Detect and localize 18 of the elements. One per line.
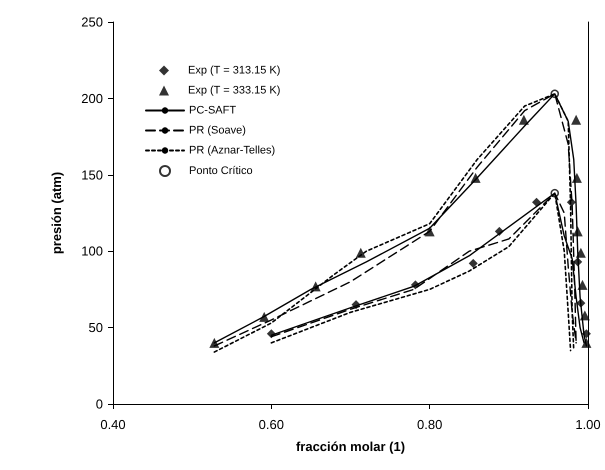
x-tick-label: 0.40: [100, 417, 126, 432]
x-tick-label: 0.60: [258, 417, 284, 432]
y-tick-label: 200: [81, 90, 103, 106]
legend-label: PR (Aznar-Telles): [189, 144, 276, 156]
legend-label: Ponto Crítico: [189, 165, 253, 177]
legend-label: Exp (T = 313.15 K): [188, 64, 280, 76]
x-tick-label: 1.00: [575, 417, 601, 432]
legend-label: PC-SAFT: [189, 104, 236, 116]
y-axis-title: presión (atm): [49, 172, 64, 254]
y-tick-label: 100: [81, 244, 103, 259]
x-axis-title: fracción molar (1): [296, 439, 406, 454]
x-tick-label: 0.80: [417, 417, 442, 432]
y-tick-label: 150: [81, 167, 103, 182]
y-tick-label: 250: [81, 14, 103, 30]
y-tick-label: 50: [88, 320, 103, 336]
y-tick-label: 0: [96, 396, 103, 412]
legend-label: PR (Soave): [189, 124, 246, 136]
legend-label: Exp (T = 333.15 K): [188, 84, 280, 96]
